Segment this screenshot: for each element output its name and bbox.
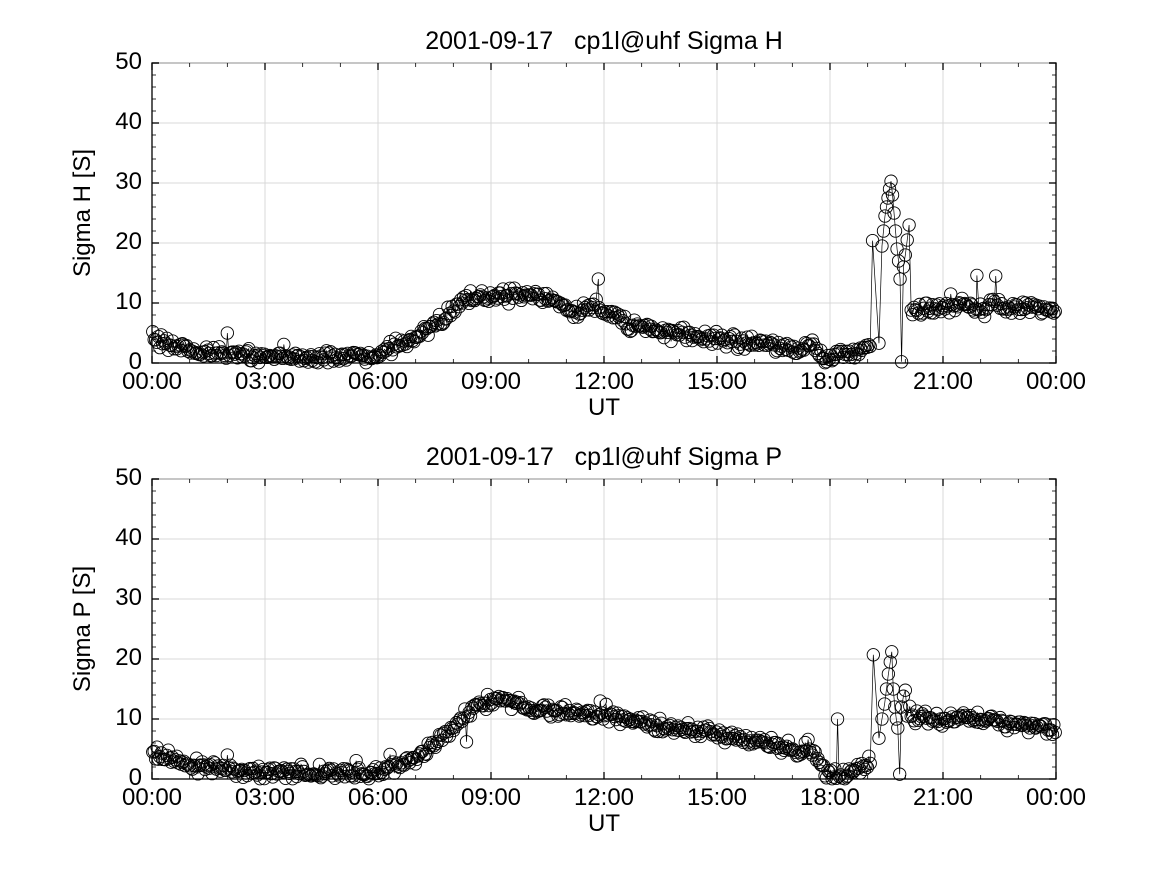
svg-text:40: 40 <box>115 524 142 551</box>
svg-text:10: 10 <box>115 288 142 315</box>
svg-text:40: 40 <box>115 108 142 135</box>
svg-text:06:00: 06:00 <box>348 784 408 811</box>
svg-text:00:00: 00:00 <box>1026 784 1086 811</box>
svg-text:30: 30 <box>115 168 142 195</box>
svg-text:50: 50 <box>115 48 142 75</box>
svg-text:09:00: 09:00 <box>461 784 521 811</box>
svg-text:20: 20 <box>115 644 142 671</box>
svg-text:21:00: 21:00 <box>913 368 973 395</box>
svg-text:20: 20 <box>115 228 142 255</box>
svg-text:30: 30 <box>115 584 142 611</box>
svg-text:06:00: 06:00 <box>348 368 408 395</box>
svg-text:2001-09-17 cp1l@uhf Sigma P: 2001-09-17 cp1l@uhf Sigma P <box>426 443 782 471</box>
svg-text:12:00: 12:00 <box>574 368 634 395</box>
svg-text:12:00: 12:00 <box>574 784 634 811</box>
svg-text:10: 10 <box>115 704 142 731</box>
svg-text:2001-09-17 cp1l@uhf Sigma H: 2001-09-17 cp1l@uhf Sigma H <box>425 27 783 55</box>
svg-text:21:00: 21:00 <box>913 784 973 811</box>
svg-text:50: 50 <box>115 464 142 491</box>
svg-text:18:00: 18:00 <box>800 368 860 395</box>
svg-text:UT: UT <box>588 394 620 421</box>
svg-text:00:00: 00:00 <box>122 784 182 811</box>
svg-text:09:00: 09:00 <box>461 368 521 395</box>
svg-text:15:00: 15:00 <box>687 784 747 811</box>
svg-text:18:00: 18:00 <box>800 784 860 811</box>
svg-text:03:00: 03:00 <box>235 784 295 811</box>
svg-text:00:00: 00:00 <box>122 368 182 395</box>
svg-text:UT: UT <box>588 810 620 837</box>
svg-text:00:00: 00:00 <box>1026 368 1086 395</box>
svg-text:Sigma H [S]: Sigma H [S] <box>69 149 96 277</box>
svg-text:03:00: 03:00 <box>235 368 295 395</box>
svg-text:Sigma P [S]: Sigma P [S] <box>69 566 96 692</box>
svg-text:15:00: 15:00 <box>687 368 747 395</box>
